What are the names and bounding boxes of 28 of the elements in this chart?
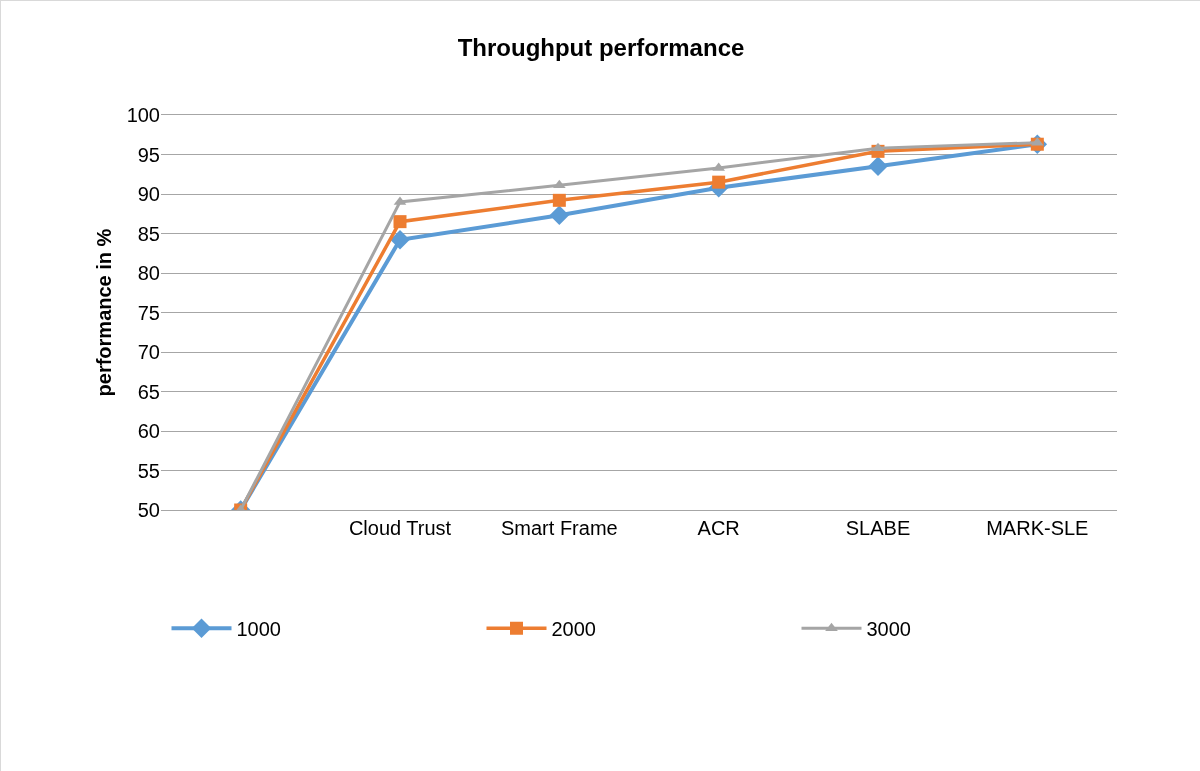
point	[712, 175, 726, 189]
y-axis-title: performance in %	[93, 228, 115, 397]
point	[552, 179, 566, 189]
x-tick-label: ACR	[697, 517, 740, 539]
legend-label: 3000	[866, 618, 911, 641]
legend-label: 1000	[236, 618, 281, 641]
y-tick-label: 60	[137, 420, 160, 442]
y-tick-label: 50	[137, 499, 160, 521]
point	[549, 205, 570, 226]
y-tick-label: 90	[137, 183, 160, 205]
point	[393, 215, 407, 229]
legend-label: 2000	[551, 618, 596, 641]
y-tick-label: 65	[137, 380, 160, 403]
y-tick-label: 100	[126, 104, 160, 126]
y-tick-label: 95	[137, 143, 160, 166]
x-tick-label: MARK-SLE	[986, 517, 1089, 539]
x-tick-label: Smart Frame	[500, 517, 618, 539]
chart-title: Throughput performance	[457, 34, 745, 62]
point	[868, 156, 888, 177]
y-tick-label: 55	[137, 459, 160, 482]
y-tick-label: 75	[137, 301, 160, 324]
y-tick-label: 80	[137, 262, 160, 284]
y-tick-label: 70	[137, 341, 160, 363]
y-tick-label: 85	[137, 222, 160, 245]
point	[552, 193, 566, 207]
x-tick-label: Cloud Trust	[348, 517, 452, 539]
x-tick-label: SLABE	[845, 517, 911, 539]
point	[390, 230, 410, 250]
